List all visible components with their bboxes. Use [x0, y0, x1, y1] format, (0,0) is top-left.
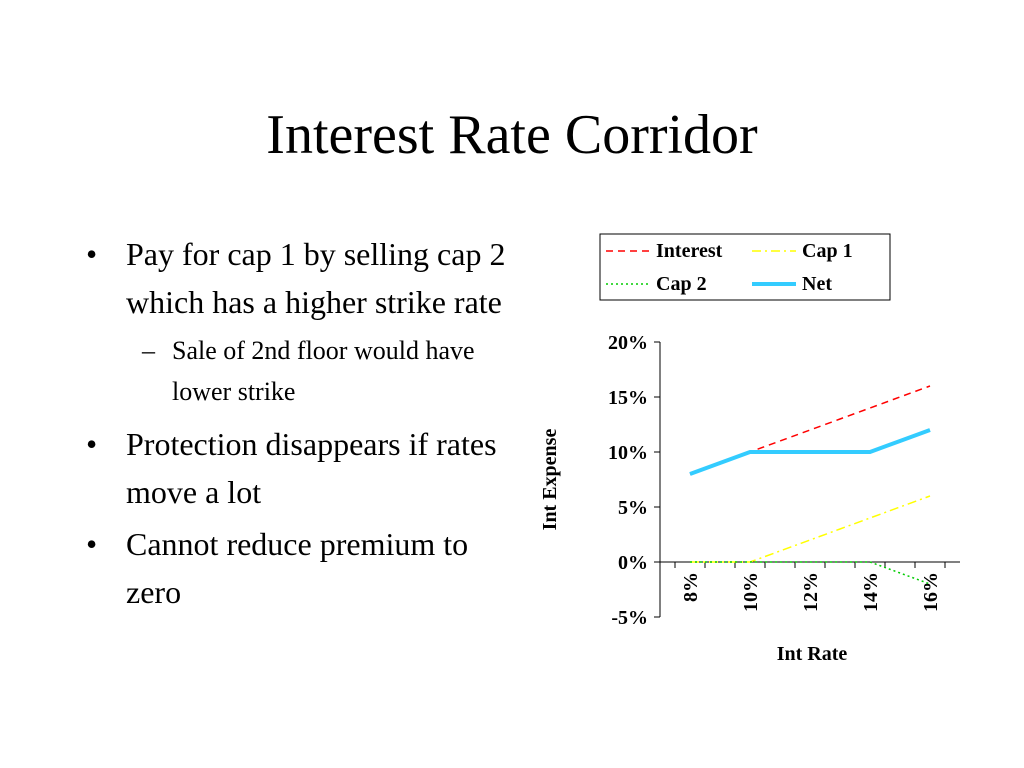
x-tick-label: 10%	[740, 572, 762, 612]
legend-label: Net	[802, 273, 832, 295]
y-axis-title: Int Expense	[539, 429, 561, 531]
y-tick-label: 0%	[618, 552, 648, 574]
y-tick-label: 15%	[608, 387, 648, 409]
x-tick-label: 8%	[680, 572, 702, 602]
chart-svg: Interest Cap 1 Cap 2 Net -5% 0% 5% 10% 15% 20% 8% 1…	[539, 233, 960, 665]
y-tick-label: -5%	[611, 607, 648, 629]
bullet-dot-icon: •	[86, 236, 98, 272]
x-axis-title: Int Rate	[777, 643, 848, 665]
interest-expense-chart: Interest Cap 1 Cap 2 Net -5% 0% 5% 10% 15% 20% 8% 1…	[530, 220, 970, 690]
series-line-cap-2	[690, 561, 931, 585]
bullet-item: • Cannot reduce premium to zero	[86, 520, 506, 616]
x-tick-label: 16%	[920, 572, 942, 612]
bullet-text: Protection disappears if rates move a lo…	[126, 426, 497, 510]
legend-label: Interest	[656, 240, 723, 262]
legend-box	[599, 233, 891, 301]
sub-bullet-text: Sale of 2nd floor would have lower strik…	[172, 336, 475, 406]
slide-title: Interest Rate Corridor	[266, 104, 758, 166]
series-line-cap-1	[690, 495, 931, 563]
legend-label: Cap 2	[656, 273, 707, 295]
bullet-text: Cannot reduce premium to zero	[126, 526, 469, 610]
legend-label: Cap 1	[802, 240, 853, 262]
bullet-item: • Pay for cap 1 by selling cap 2 which h…	[86, 230, 506, 326]
y-tick-label: 5%	[618, 497, 648, 519]
series-line-net	[689, 428, 931, 476]
sub-bullet-item: – Sale of 2nd floor would have lower str…	[86, 330, 506, 412]
bullet-dot-icon: •	[86, 426, 98, 462]
x-tick-label: 12%	[800, 572, 822, 612]
dash-icon: –	[142, 336, 155, 365]
bullet-list: • Pay for cap 1 by selling cap 2 which h…	[86, 230, 506, 620]
y-tick-label: 20%	[608, 332, 648, 354]
bullet-text: Pay for cap 1 by selling cap 2 which has…	[126, 236, 506, 320]
bullet-dot-icon: •	[86, 526, 98, 562]
y-tick-label: 10%	[608, 442, 648, 464]
x-tick-label: 14%	[860, 572, 882, 612]
bullet-item: • Protection disappears if rates move a …	[86, 420, 506, 516]
